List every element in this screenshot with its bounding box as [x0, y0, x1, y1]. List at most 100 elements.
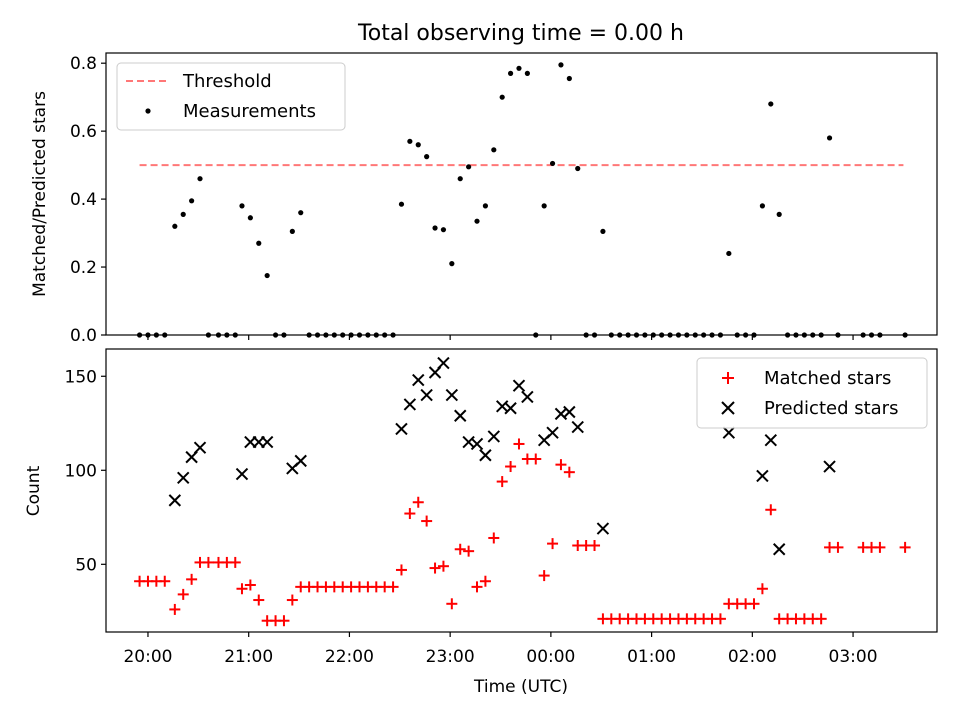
measurement-point	[826, 135, 833, 141]
predicted-star-point	[764, 433, 778, 447]
measurement-point	[524, 70, 530, 76]
counts-x-tick-label: 23:00	[426, 647, 475, 667]
measurement-point	[256, 240, 262, 246]
counts-x-tick-label: 21:00	[224, 647, 273, 667]
matched-star-point	[874, 541, 886, 553]
measurement-point	[424, 154, 430, 160]
predicted-legend-marker	[721, 401, 735, 415]
matched-star-point	[159, 575, 171, 587]
matched-star-point	[555, 459, 567, 471]
predicted-star-point	[437, 356, 450, 370]
measurement-point	[507, 70, 514, 76]
matched-star-point	[505, 461, 517, 473]
counts-y-label: Count	[24, 465, 44, 516]
counts-legend-box	[696, 357, 928, 429]
counts-y-tick-label: 150	[65, 367, 97, 387]
ratio-panel: 0.00.20.40.60.8 Matched/Predicted stars …	[30, 52, 938, 346]
predicted-star-point	[823, 460, 836, 473]
matched-star-point	[748, 598, 760, 610]
predicted-star-point	[445, 388, 459, 402]
counts-panel-frame	[105, 348, 938, 633]
predicted-star-point	[454, 409, 467, 422]
predicted-star-point	[412, 373, 425, 387]
measurement-point	[491, 147, 497, 153]
predicted-star-point	[772, 543, 786, 556]
measurement-point	[466, 164, 472, 170]
matched-star-point	[538, 570, 550, 582]
measurement-point	[407, 138, 413, 144]
matched-star-point	[412, 496, 424, 508]
matched-star-point	[202, 556, 214, 568]
measurement-point	[449, 261, 455, 267]
predicted-star-point	[504, 402, 517, 415]
measurement-point	[575, 165, 581, 172]
matched-star-point	[832, 541, 844, 553]
predicted-star-point	[596, 522, 610, 535]
matched-star-point	[278, 615, 290, 627]
matched-star-point	[387, 581, 399, 593]
matched-star-point	[421, 515, 433, 527]
matched-star-point	[463, 545, 475, 557]
matched-star-point	[765, 504, 777, 516]
matched-star-point	[395, 564, 407, 576]
measurement-point	[516, 65, 522, 71]
counts-x-tick-label: 22:00	[325, 647, 374, 667]
matched-star-point	[404, 508, 416, 520]
predicted-star-point	[487, 430, 501, 443]
counts-marks	[134, 356, 911, 627]
measurement-point	[298, 210, 304, 216]
predicted-star-point	[395, 422, 408, 436]
matched-star-point	[488, 532, 500, 544]
ratio-panel-frame	[105, 52, 938, 336]
measurement-point	[566, 75, 572, 82]
measurement-point	[432, 225, 438, 231]
counts-x-tick-label: 03:00	[829, 647, 878, 667]
predicted-star-point	[479, 449, 492, 462]
ratio-y-tick-label: 0.8	[70, 54, 97, 74]
measurement-point	[398, 201, 405, 207]
counts-panel: 50 100 150 20:00 21:00 22:00 23:00 00:00 01:00 02…	[24, 348, 938, 697]
predicted-star-point	[470, 437, 484, 451]
measurement-point	[180, 211, 186, 217]
counts-x-tick-label: 01:00	[627, 647, 676, 667]
ratio-y-tick-label: 0.4	[70, 190, 97, 210]
measurements-legend-marker	[145, 108, 151, 114]
measurement-point	[499, 94, 505, 100]
matched-star-point	[815, 613, 827, 625]
predicted-star-point	[260, 435, 274, 449]
predicted-star-point	[193, 441, 207, 454]
predicted-star-point	[722, 426, 736, 439]
predicted-star-point	[168, 494, 182, 507]
predicted-star-point	[420, 388, 433, 402]
predicted-star-point	[177, 471, 190, 485]
matched-star-point	[589, 540, 601, 552]
predicted-star-point	[563, 405, 576, 419]
measurement-point	[726, 250, 732, 257]
measurement-point	[474, 218, 480, 224]
ratio-axes: 0.0 0.2 0.4 0.6 0.8	[70, 54, 854, 346]
matched-star-point	[563, 466, 575, 478]
counts-y-tick-label: 100	[65, 461, 97, 481]
measurement-point	[189, 198, 195, 204]
measurements-legend-label: Measurements	[183, 101, 316, 122]
ratio-legend-box	[116, 62, 346, 131]
matched-star-point	[756, 583, 768, 595]
counts-axes: 50 100 150 20:00 21:00 22:00 23:00 00:00 01:00 02…	[65, 367, 878, 667]
matched-star-point	[177, 588, 189, 600]
ratio-legend: Threshold Measurements	[116, 62, 346, 131]
matched-star-point	[244, 579, 256, 591]
matched-star-point	[286, 594, 298, 606]
measurement-point	[440, 227, 447, 233]
predicted-star-point	[403, 398, 417, 411]
matched-star-point	[513, 438, 525, 450]
matched-legend-marker	[722, 372, 734, 384]
measurement-point	[558, 62, 564, 68]
matched-star-point	[229, 556, 241, 568]
matched-star-point	[714, 613, 726, 625]
measurement-point	[289, 228, 295, 234]
predicted-star-point	[512, 379, 526, 392]
counts-x-tick-label: 20:00	[123, 647, 172, 667]
ratio-y-tick-label: 0.6	[70, 122, 97, 142]
counts-x-tick-label: 00:00	[526, 647, 575, 667]
matched-star-point	[236, 583, 248, 595]
